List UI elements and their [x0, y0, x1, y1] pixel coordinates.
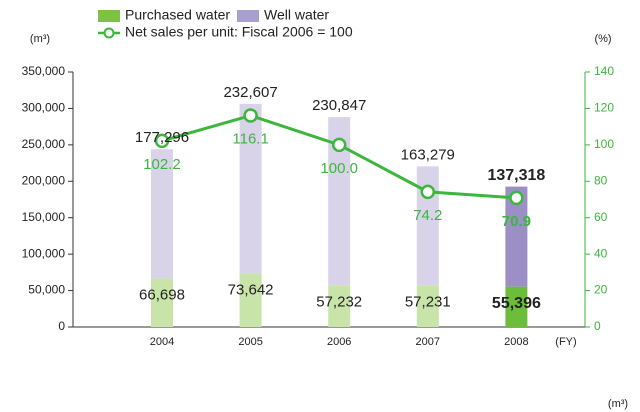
y2-tick-label: 120 [594, 101, 614, 115]
y2-tick-label: 100 [594, 137, 614, 151]
line-point [154, 133, 170, 149]
value-label: 57,232 [316, 293, 362, 310]
y2-tick-label: 140 [594, 64, 614, 78]
legend-marker [103, 27, 115, 39]
bar [416, 166, 439, 286]
y-tick-label: 350,000 [22, 64, 66, 78]
y-tick-label: 150,000 [22, 210, 66, 224]
y2-tick-label: 60 [594, 210, 608, 224]
line-point [420, 184, 436, 200]
bar [151, 149, 173, 279]
annotation: (m³) [608, 398, 628, 410]
y2-tick-label: 80 [594, 173, 608, 187]
y-tick-label: 200,000 [22, 173, 66, 187]
bar [505, 186, 528, 287]
value-label: 163,279 [401, 146, 455, 163]
bar [239, 273, 262, 327]
bar [328, 285, 351, 327]
legend-swatch [98, 10, 120, 22]
line-value-label: 74.2 [413, 207, 442, 224]
line-value-label: 102.2 [143, 156, 181, 173]
y2-tick-label: 20 [594, 283, 608, 297]
line-point [243, 108, 258, 123]
y-tick-label: 100,000 [22, 246, 66, 260]
line-value-label: 70.9 [502, 213, 531, 230]
bar [328, 117, 351, 286]
y-tick-label: 50,000 [28, 283, 65, 297]
value-label: 73,642 [228, 281, 274, 298]
line-value-label: 100.0 [320, 160, 358, 177]
bar [505, 286, 528, 327]
y-tick-label: 0 [58, 319, 65, 333]
value-label: 57,231 [405, 293, 451, 310]
x-tick-label: 2005 [238, 336, 262, 348]
y2-unit: (%) [594, 33, 611, 45]
bar [416, 285, 439, 327]
line-point [331, 137, 347, 153]
bar [151, 278, 173, 327]
y2-tick-label: 40 [594, 246, 608, 260]
value-label: 232,607 [223, 84, 277, 101]
value-label: 177,296 [135, 129, 189, 146]
x-tick-label: 2006 [327, 336, 351, 348]
x-tick-label: 2008 [504, 336, 528, 348]
x-tick-label: 2007 [416, 336, 440, 348]
legend-swatch [237, 10, 259, 22]
bar [239, 103, 262, 274]
value-label: 66,698 [139, 286, 185, 303]
line-point [509, 190, 524, 206]
value-label: 137,318 [487, 167, 545, 184]
legend-label: Well water [264, 7, 329, 23]
value-label: 55,396 [492, 295, 541, 312]
x-unit: (FY) [555, 336, 576, 348]
legend-label: Purchased water [125, 7, 230, 23]
y-unit: (m³) [30, 33, 50, 45]
legend-label: Net sales per unit: Fiscal 2006 = 100 [125, 24, 353, 40]
y2-tick-label: 0 [594, 319, 601, 333]
y-tick-label: 300,000 [22, 101, 66, 115]
x-tick-label: 2004 [150, 336, 174, 348]
value-label: 230,847 [312, 97, 366, 114]
y-tick-label: 250,000 [22, 137, 66, 151]
line-value-label: 116.1 [232, 131, 268, 148]
